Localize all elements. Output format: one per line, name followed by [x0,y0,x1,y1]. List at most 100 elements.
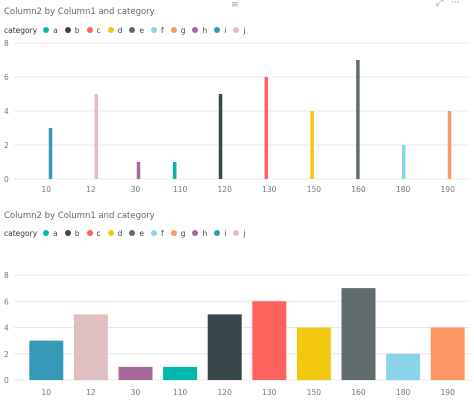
legend-label: h [202,25,208,35]
y-tick-label: 6 [4,73,9,82]
y-tick-label: 4 [4,107,9,116]
y-tick-label: 8 [4,271,9,280]
bar-180-f[interactable] [386,353,421,380]
chart-legend: category a b c d e f g h i j [4,227,252,239]
bar-190-g[interactable] [447,111,452,179]
legend-label: b [74,228,80,238]
legend-label: h [202,228,208,238]
legend-item-b[interactable]: b [64,25,80,35]
legend-item-a[interactable]: a [43,229,58,238]
more-options-icon[interactable]: ··· [451,0,460,8]
drag-grip-icon[interactable]: ≡ [231,0,238,10]
x-tick-label: 120 [218,388,233,397]
focus-mode-icon[interactable]: ⤢ [436,0,444,8]
x-tick-label: 160 [351,185,366,194]
x-tick-label: 12 [86,388,96,397]
legend-item-i[interactable]: i [214,26,226,35]
legend-item-i[interactable]: i [214,229,226,238]
bar-10-i[interactable] [29,340,64,380]
chart-plot-area: 0 2 4 6 8 10 12 30 110 120 130 150 160 180 190 [4,39,470,194]
legend-swatch [151,27,158,33]
legend-item-e[interactable]: e [129,229,144,238]
legend-label: g [180,228,186,238]
legend-item-a[interactable]: a [43,26,58,35]
legend-item-f[interactable]: f [151,229,164,238]
legend-item-d[interactable]: d [107,25,123,35]
legend-label: e [139,228,145,238]
legend-item-h[interactable]: h [192,229,207,238]
legend-title: category [4,25,38,35]
x-tick-label: 150 [307,388,322,397]
legend-item-g[interactable]: g [170,228,186,238]
legend-title: category [4,228,38,238]
x-tick-label: 110 [173,185,188,194]
legend-swatch [214,27,221,33]
legend-swatch [151,230,158,236]
legend-swatch [107,230,114,236]
x-tick-label: 30 [131,185,141,194]
bar-30-h[interactable] [118,366,153,380]
legend-item-g[interactable]: g [170,25,186,35]
legend-label: c [96,25,101,35]
y-tick-label: 4 [4,324,9,333]
legend-label: g [180,25,186,35]
chart-plot-area: 0 2 4 6 8 10 12 30 110 120 130 150 160 180 190 [4,271,470,397]
legend-item-d[interactable]: d [107,229,122,238]
x-tick-label: 130 [262,185,277,194]
x-tick-label: 180 [396,388,411,397]
bar-30-h[interactable] [136,162,141,179]
legend-items: a b c d e f g h i j [43,26,252,35]
bar-12-j[interactable] [73,314,108,380]
bar-150-d[interactable] [296,327,331,381]
x-tick-label: 160 [351,388,366,397]
legend-swatch [192,27,199,33]
bar-190-g[interactable] [430,327,465,381]
legend-item-c[interactable]: c [86,25,101,35]
bar-110-a[interactable] [172,162,177,179]
legend-label: f [161,228,164,238]
bar-10-i[interactable] [48,128,53,179]
bar-12-j[interactable] [94,94,99,179]
bar-120-b[interactable] [207,314,242,380]
y-tick-label: 2 [4,350,9,359]
x-tick-label: 150 [307,185,322,194]
x-tick-label: 130 [262,388,277,397]
legend-swatch [107,27,114,33]
y-tick-label: 2 [4,141,9,150]
bar-160-e[interactable] [356,60,360,179]
bar-120-b[interactable] [218,94,223,179]
legend-swatch [43,27,50,33]
legend-label: j [243,25,246,35]
legend-item-e[interactable]: e [129,26,144,35]
legend-swatch [64,27,71,33]
legend-swatch [170,27,177,33]
visual-header-bar: ≡ ⤢ ··· [0,0,474,10]
chart-legend: category a b c d e f g h i j [4,24,252,36]
bar-130-c[interactable] [264,77,269,179]
bar-130-c[interactable] [252,301,287,380]
legend-label: b [74,25,80,35]
legend-label: d [117,25,123,35]
legend-swatch [86,27,93,33]
legend-label: i [224,228,227,238]
chart-title: Column2 by Column1 and category [4,7,155,17]
bar-160-e[interactable] [341,288,376,380]
x-tick-label: 190 [441,185,456,194]
bar-110-a[interactable] [163,366,198,380]
bar-150-d[interactable] [310,111,314,179]
legend-item-j[interactable]: j [233,26,245,35]
legend-item-j[interactable]: j [233,229,245,238]
x-tick-label: 110 [173,388,188,397]
legend-item-c[interactable]: c [86,229,101,238]
legend-label: a [53,25,58,35]
legend-item-h[interactable]: h [192,26,207,35]
y-tick-label: 0 [4,376,9,385]
legend-swatch [233,27,240,33]
legend-item-b[interactable]: b [64,228,80,238]
legend-item-f[interactable]: f [151,26,164,35]
legend-label: e [139,25,145,35]
chart-visual-2: Column2 by Column1 and category category… [0,205,474,410]
bar-180-f[interactable] [401,145,406,179]
legend-swatch [43,230,50,236]
y-tick-label: 0 [4,175,9,184]
